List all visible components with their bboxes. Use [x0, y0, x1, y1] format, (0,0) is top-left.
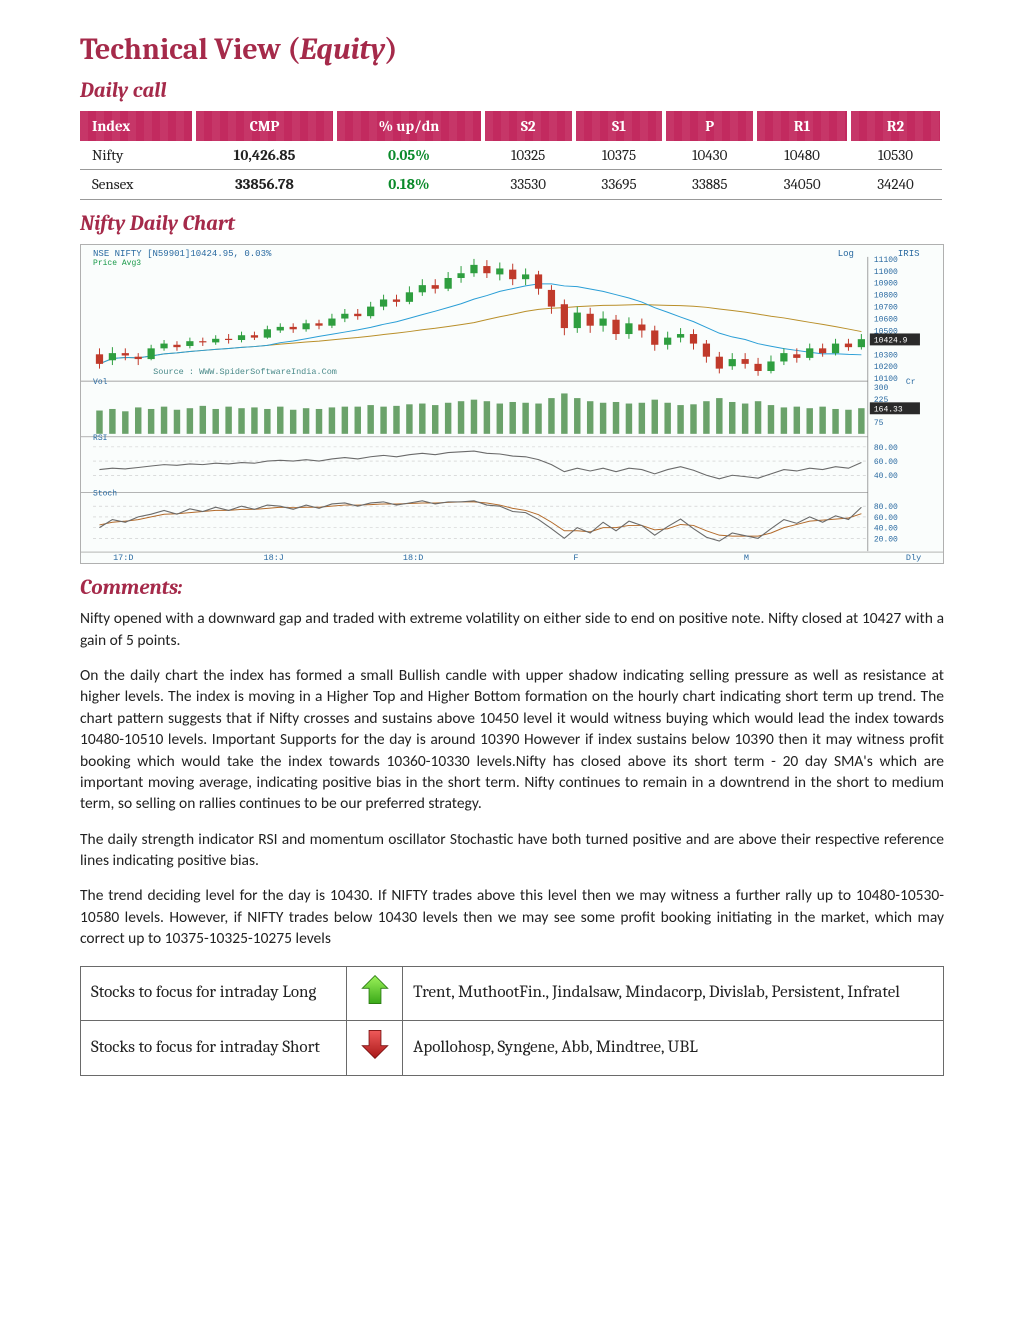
arrow-up-cell	[347, 966, 403, 1021]
svg-text:M: M	[744, 553, 749, 563]
stocks-long-row: Stocks to focus for intraday Long Trent,…	[81, 966, 944, 1021]
svg-text:RSI: RSI	[93, 434, 107, 443]
svg-text:10900: 10900	[874, 280, 898, 289]
stocks-short-row: Stocks to focus for intraday Short Apoll…	[81, 1021, 944, 1076]
pivot-col-r1: R1	[755, 111, 849, 141]
svg-text:20.00: 20.00	[874, 535, 898, 544]
page-title: Technical View (Equity)	[80, 30, 944, 71]
pivot-col-p: P	[664, 111, 755, 141]
svg-text:F: F	[573, 553, 578, 563]
pivot-col-s2: S2	[483, 111, 574, 141]
arrow-down-icon	[358, 1027, 392, 1061]
svg-text:18:D: 18:D	[403, 553, 423, 563]
comments-p3: The daily strength indicator RSI and mom…	[80, 829, 944, 872]
svg-text:18:J: 18:J	[263, 553, 283, 563]
svg-text:80.00: 80.00	[874, 444, 898, 453]
comments-p1: Nifty opened with a downward gap and tra…	[80, 608, 944, 651]
stocks-short-list: Apollohosp, Syngene, Abb, Mindtree, UBL	[403, 1021, 944, 1076]
stocks-focus-table: Stocks to focus for intraday Long Trent,…	[80, 966, 944, 1077]
svg-text:10800: 10800	[874, 292, 898, 301]
svg-text:60.00: 60.00	[874, 458, 898, 467]
svg-text:40.00: 40.00	[874, 472, 898, 481]
svg-text:NSE NIFTY [N59901]10424.95, 0: NSE NIFTY [N59901]10424.95, 0.03%	[93, 249, 272, 259]
title-prefix: Technical View (	[80, 32, 300, 67]
comments-p2: On the daily chart the index has formed …	[80, 665, 944, 815]
svg-text:Log: Log	[838, 249, 854, 259]
pivot-row-nifty: Nifty10,426.850.05%103251037510430104801…	[80, 141, 942, 170]
svg-text:Stoch: Stoch	[93, 489, 117, 498]
arrow-down-cell	[347, 1021, 403, 1076]
svg-text:10600: 10600	[874, 315, 898, 324]
svg-text:10100: 10100	[874, 375, 898, 384]
svg-text:10200: 10200	[874, 363, 898, 372]
svg-text:300: 300	[874, 384, 889, 393]
svg-text:40.00: 40.00	[874, 525, 898, 534]
svg-text:80.00: 80.00	[874, 503, 898, 512]
svg-text:17:D: 17:D	[113, 553, 133, 563]
section-daily-call: Daily call	[80, 77, 944, 105]
pivot-col-cmp: CMP	[194, 111, 336, 141]
nifty-daily-chart: NSE NIFTY [N59901]10424.95, 0.03%Price A…	[80, 244, 944, 564]
arrow-up-icon	[358, 973, 392, 1007]
svg-text:11000: 11000	[874, 268, 898, 277]
svg-text:10700: 10700	[874, 304, 898, 313]
svg-text:Vol: Vol	[93, 378, 108, 387]
pivot-col-r2: R2	[849, 111, 942, 141]
pivot-row-sensex: Sensex33856.780.18%335303369533885340503…	[80, 170, 942, 199]
pivot-table: IndexCMP% up/dnS2S1PR1R2 Nifty10,426.850…	[80, 111, 944, 200]
svg-text:Source : WWW.SpiderSoftwareInd: Source : WWW.SpiderSoftwareIndia.Com	[153, 367, 337, 377]
svg-text:10424.9: 10424.9	[874, 336, 908, 345]
svg-text:11100: 11100	[874, 256, 898, 265]
stocks-short-label: Stocks to focus for intraday Short	[81, 1021, 347, 1076]
svg-text:164.33: 164.33	[874, 405, 903, 414]
comments-p4: The trend deciding level for the day is …	[80, 885, 944, 949]
title-equity: Equity	[300, 32, 386, 67]
pivot-col-index: Index	[80, 111, 194, 141]
pivot-col-s1: S1	[574, 111, 664, 141]
svg-text:75: 75	[874, 419, 884, 428]
svg-text:Dly: Dly	[906, 553, 921, 563]
svg-text:Cr: Cr	[906, 378, 916, 387]
svg-text:60.00: 60.00	[874, 514, 898, 523]
svg-text:10300: 10300	[874, 351, 898, 360]
stocks-long-list: Trent, MuthootFin., Jindalsaw, Mindacorp…	[403, 966, 944, 1021]
svg-text:Price Avg3: Price Avg3	[93, 259, 141, 268]
svg-text:IRIS: IRIS	[898, 249, 920, 259]
section-comments: Comments:	[80, 574, 944, 602]
title-suffix: )	[385, 32, 397, 67]
section-nifty-chart: Nifty Daily Chart	[80, 210, 944, 238]
pivot-col-updn: % up/dn	[335, 111, 482, 141]
stocks-long-label: Stocks to focus for intraday Long	[81, 966, 347, 1021]
